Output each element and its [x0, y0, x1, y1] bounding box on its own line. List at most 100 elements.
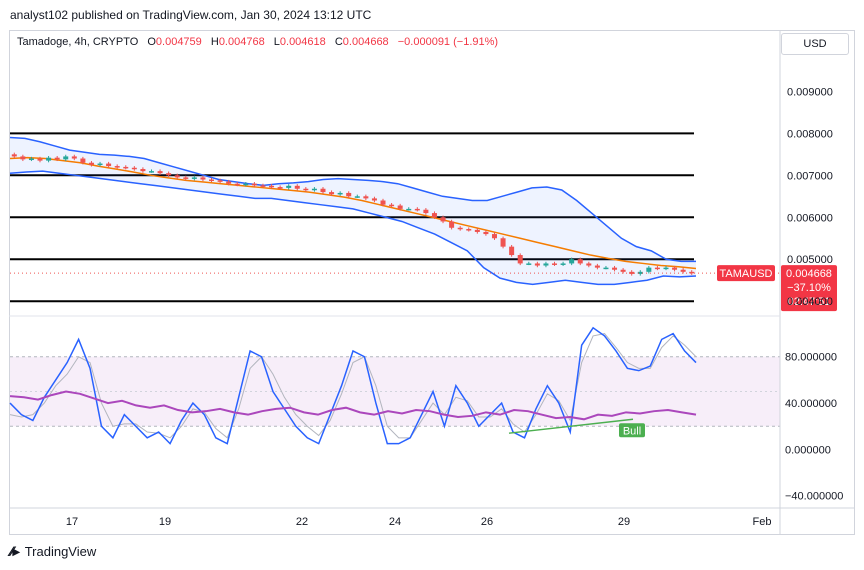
chart-frame — [9, 30, 855, 535]
oscillator-tick-label: −40.000000 — [785, 491, 843, 503]
tradingview-logo-icon[interactable]: ⁄⁄▸ — [10, 543, 20, 559]
candle-body — [106, 163, 112, 167]
high-label: H — [210, 36, 219, 48]
candle-body — [440, 217, 446, 222]
candle-body — [20, 156, 26, 160]
candle-body — [226, 181, 232, 184]
time-tick-label: 19 — [159, 516, 171, 528]
candle-body — [680, 269, 686, 272]
low-label: L — [273, 36, 280, 48]
bollinger-band-fill — [10, 137, 696, 285]
candle-body — [423, 209, 429, 214]
candle-body — [329, 192, 335, 195]
candle-body — [543, 263, 549, 266]
last-price-tag: 0.004668 −37.10% 02:47:51 — [781, 265, 837, 312]
candle-body — [466, 229, 472, 231]
candle-body — [294, 185, 300, 189]
candle-body — [646, 267, 652, 272]
price-pane: TAMAUSD 0.004668 −37.10% 02:47:51 — [9, 132, 837, 312]
candle-body — [148, 171, 154, 173]
candle-body — [88, 162, 94, 165]
candle-body — [140, 169, 146, 172]
footer: ⁄⁄▸ TradingView — [10, 543, 96, 560]
candle-body — [191, 177, 197, 179]
candle-body — [123, 166, 129, 169]
candle-body — [286, 185, 292, 188]
candle-body — [449, 221, 455, 228]
open-value: 0.004759 — [155, 36, 202, 48]
bollinger-lower-line — [9, 170, 697, 286]
price-tick-label: 0.009000 — [787, 86, 833, 98]
price-tick-label: 0.006000 — [787, 212, 833, 224]
candle-body — [217, 180, 223, 182]
candle-body — [131, 167, 137, 170]
candle-body — [389, 204, 395, 207]
candle-body — [346, 192, 352, 197]
time-tick-label: 29 — [618, 516, 630, 528]
candle-body — [37, 158, 43, 161]
candle-body — [552, 263, 558, 265]
candle-body — [594, 265, 600, 268]
time-tick-label: 24 — [389, 516, 401, 528]
oscillator-pane: Bull — [9, 326, 780, 445]
candle-body — [277, 187, 283, 189]
candle-body — [397, 205, 403, 209]
candle-body — [260, 185, 266, 187]
candle-body — [114, 166, 120, 168]
bull-annotation-label: Bull — [623, 425, 641, 437]
price-tick-label: 0.007000 — [787, 170, 833, 182]
currency-button[interactable]: USD — [781, 33, 849, 55]
candle-body — [526, 263, 532, 265]
candle-body — [603, 267, 609, 270]
candle-body — [406, 208, 412, 211]
axes: 0.009000 0.008000 0.007000 0.006000 0.005000… — [9, 30, 855, 535]
change-value: −0.000091 (−1.91%) — [397, 36, 499, 48]
time-tick-label: 22 — [296, 516, 308, 528]
candle-body — [269, 185, 275, 188]
candle-body — [54, 157, 60, 160]
candle-body — [11, 154, 17, 157]
price-tag-countdown: 02:47:51 — [788, 296, 831, 308]
candle-body — [183, 177, 189, 179]
candle-body — [200, 177, 206, 180]
candle-body — [97, 163, 103, 166]
candle-body — [363, 196, 369, 199]
publisher-caption: analyst102 published on TradingView.com,… — [10, 8, 372, 22]
symbol-tag-label: TAMAUSD — [720, 268, 773, 280]
candle-body — [209, 179, 215, 182]
candle-body — [663, 267, 669, 270]
candle-body — [234, 183, 240, 186]
candle-body — [71, 156, 77, 159]
candle-body — [63, 156, 69, 160]
ohlc-legend: Tamadoge, 4h, CRYPTO O0.004759 H0.004768… — [17, 36, 498, 48]
candle-body — [371, 198, 377, 201]
candle-body — [517, 255, 523, 264]
price-tag-background — [781, 265, 837, 312]
candle-body — [431, 213, 437, 218]
candle-body — [311, 188, 317, 191]
high-value: 0.004768 — [218, 36, 265, 48]
candle-body — [157, 171, 163, 174]
candle-body — [491, 234, 497, 239]
footer-brand: TradingView — [24, 544, 97, 559]
oscillator-tick-label: 0.000000 — [785, 444, 831, 456]
candle-body — [534, 263, 540, 266]
candle-body — [483, 231, 489, 235]
oscillator-tick-label: 80.000000 — [785, 352, 837, 364]
open-label: O — [147, 36, 156, 48]
candle-body — [46, 157, 52, 161]
price-tick-label: 0.004000 — [787, 296, 833, 308]
time-tick-label: 26 — [481, 516, 493, 528]
candle-body — [612, 267, 618, 270]
bollinger-basis-line — [9, 156, 697, 270]
symbol-tag-background — [717, 265, 775, 282]
oscillator-tick-label: 40.000000 — [785, 398, 837, 410]
candle-body — [414, 208, 420, 211]
candle-body — [354, 196, 360, 198]
bullish-divergence-line — [508, 418, 634, 434]
candle-body — [586, 263, 592, 266]
time-tick-label: Feb — [753, 516, 772, 528]
candle-body — [243, 183, 249, 186]
bollinger-upper-line — [9, 136, 696, 263]
